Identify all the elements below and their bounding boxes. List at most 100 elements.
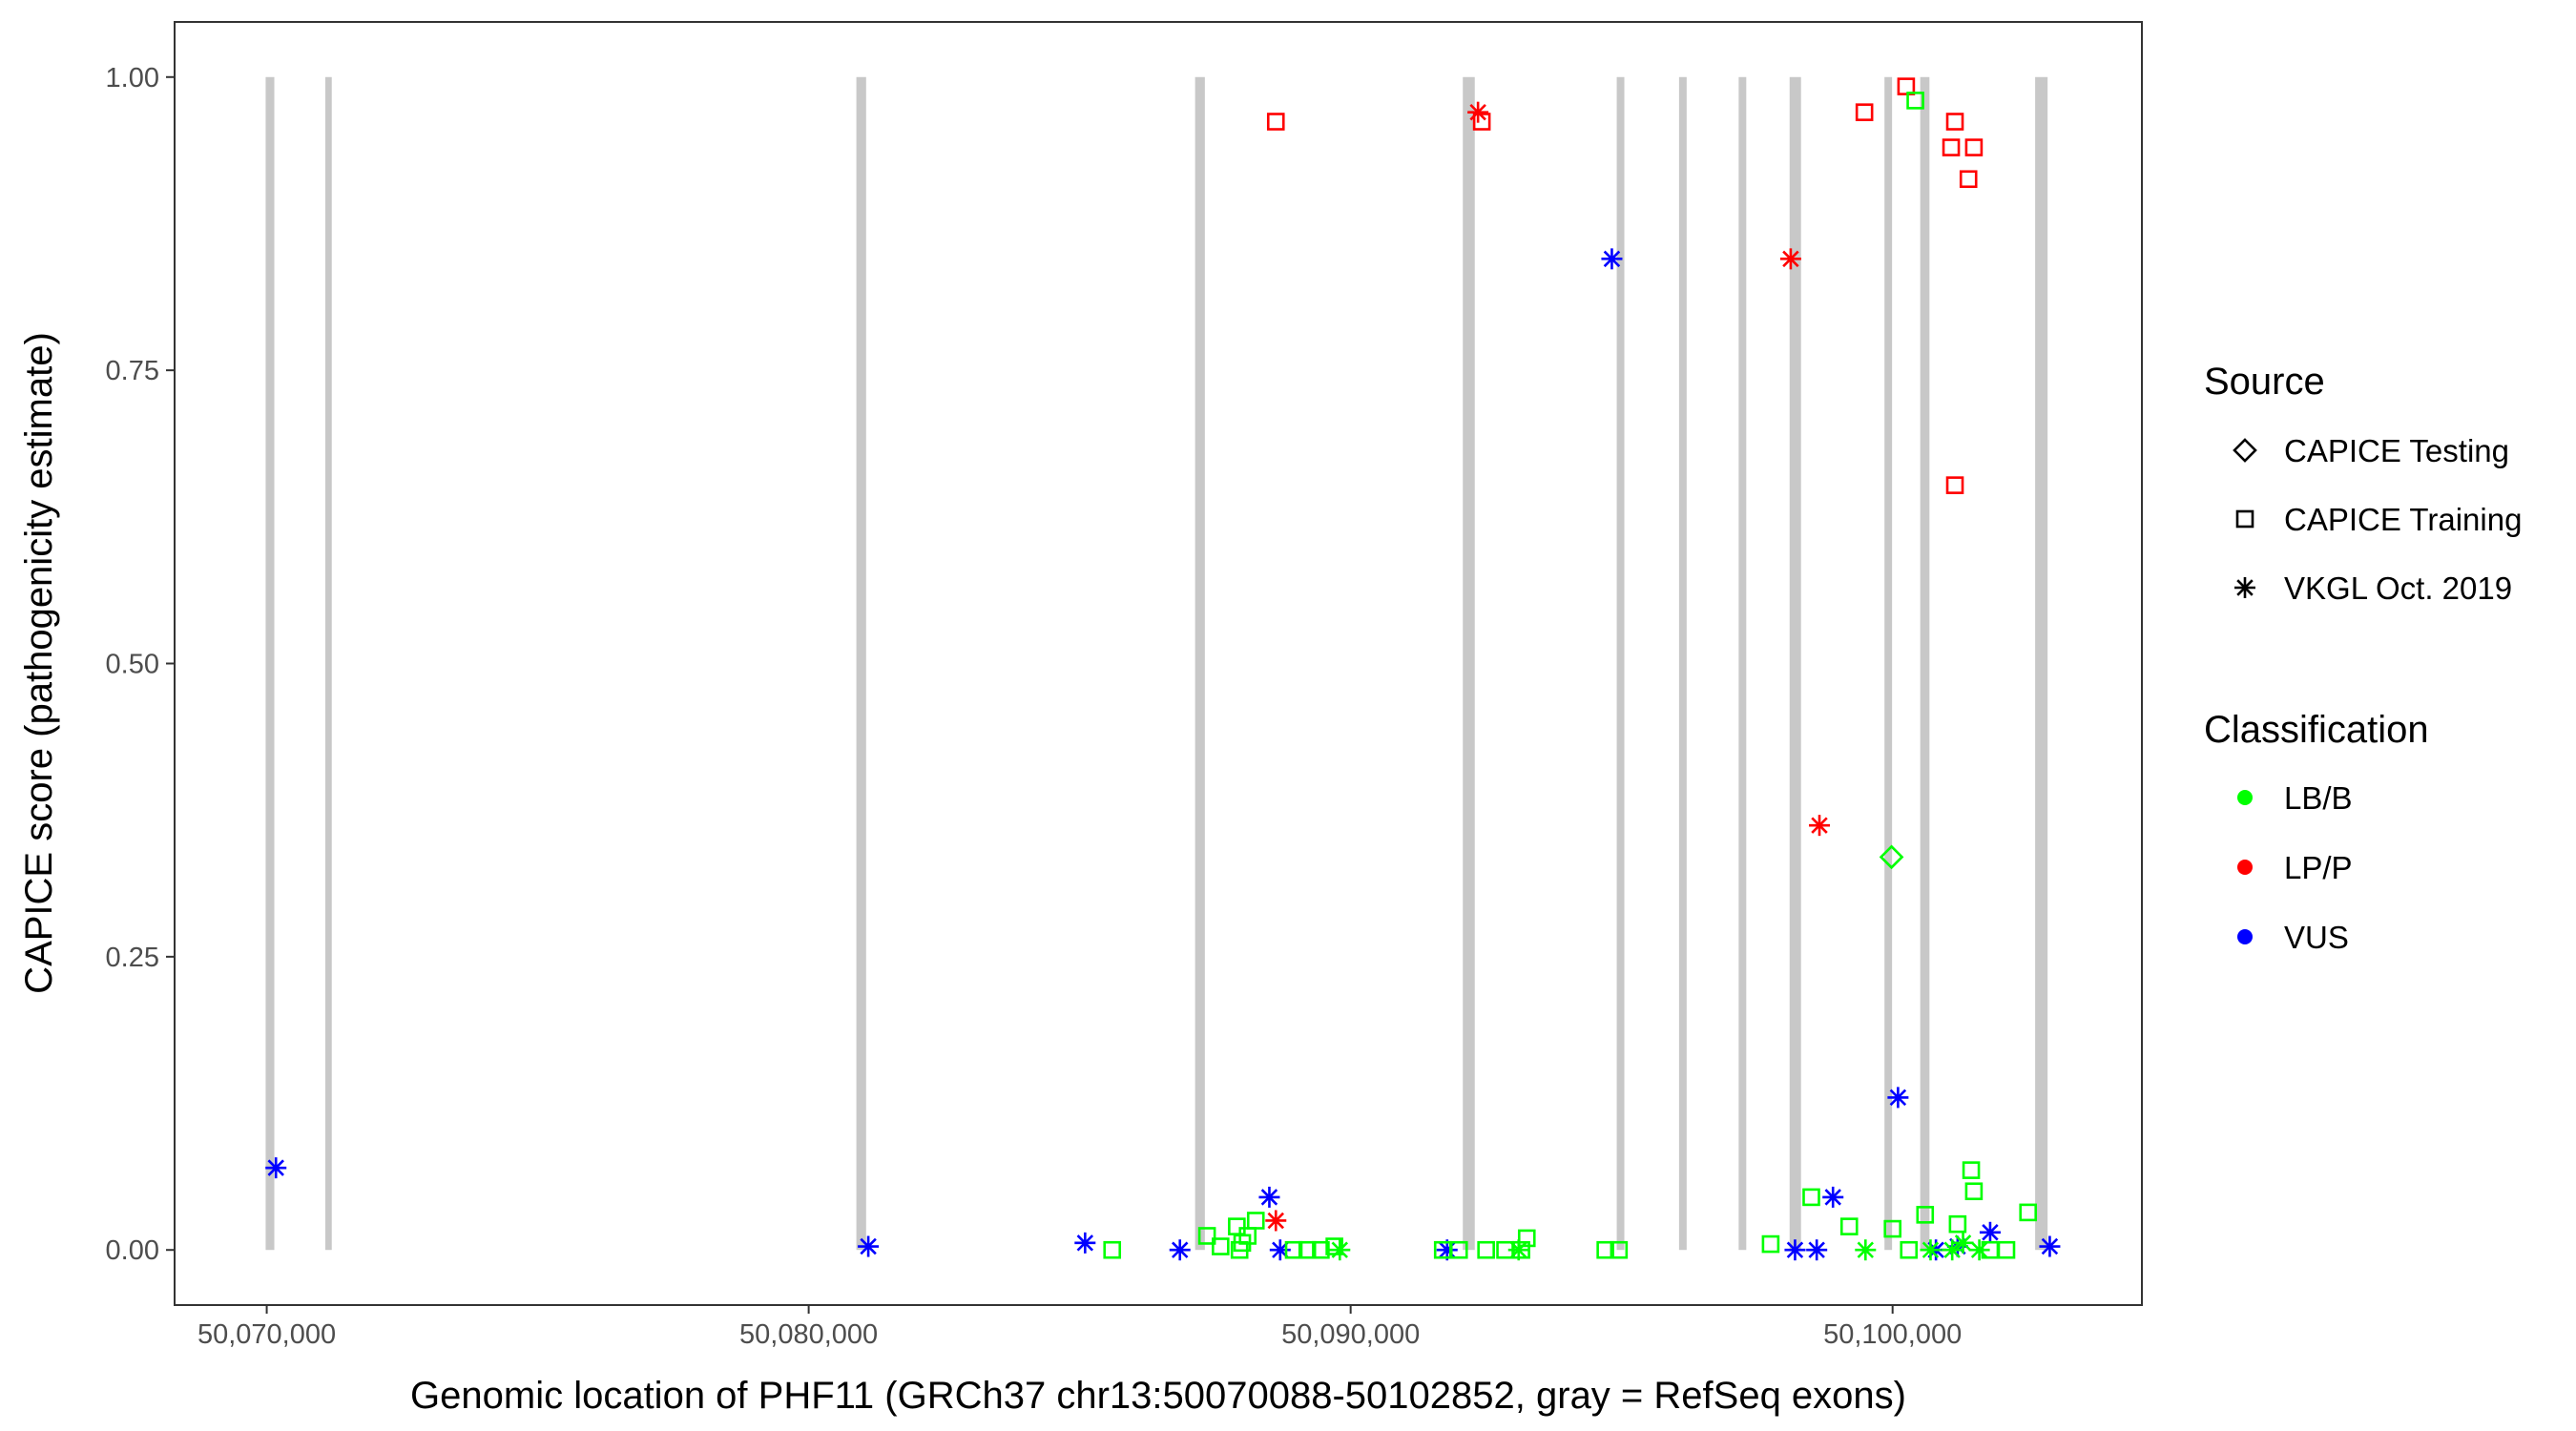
- data-point: [858, 1235, 880, 1257]
- data-point: [1169, 1239, 1191, 1261]
- data-point: [1312, 1240, 1330, 1259]
- data-point: [1906, 92, 1924, 110]
- data-point: [1284, 1240, 1303, 1259]
- legend-source-label: CAPICE Training: [2284, 502, 2522, 537]
- x-axis-title: Genomic location of PHF11 (GRCh37 chr13:…: [410, 1375, 1906, 1417]
- data-point: [1942, 1239, 1963, 1261]
- exon-band: [1789, 76, 1801, 1251]
- legend-classification-label: VUS: [2284, 920, 2349, 955]
- legend-classification-title: Classification: [2204, 709, 2429, 751]
- legend-source-key: [2233, 438, 2257, 463]
- exon-band: [1678, 76, 1687, 1251]
- legend-classification-item: LB/B: [2237, 780, 2353, 816]
- data-point: [1979, 1221, 2001, 1243]
- data-point: [1920, 1239, 1942, 1261]
- exon-band: [1616, 76, 1625, 1251]
- legend-source-key: [2234, 577, 2255, 598]
- y-tick-label: 0.75: [106, 356, 159, 386]
- data-point: [1449, 1240, 1468, 1259]
- data-point: [1997, 1240, 2016, 1259]
- point-layer: [265, 77, 2061, 1261]
- data-point: [1822, 1186, 1844, 1208]
- data-point: [1467, 101, 1489, 123]
- data-point: [1809, 815, 1831, 837]
- data-point: [1103, 1240, 1122, 1259]
- data-point: [1883, 1219, 1901, 1238]
- data-point: [1964, 138, 1984, 156]
- y-tick-label: 1.00: [106, 63, 159, 93]
- data-point: [1942, 138, 1961, 156]
- data-point: [1472, 113, 1491, 131]
- data-point: [1900, 1240, 1919, 1259]
- legend-classification-label: LB/B: [2284, 780, 2353, 816]
- data-point: [1802, 1188, 1820, 1207]
- data-point: [1298, 1240, 1317, 1259]
- exon-band: [2035, 76, 2048, 1251]
- legend-classification-key: [2237, 860, 2253, 875]
- data-point: [1246, 1212, 1265, 1230]
- legend-source-item: VKGL Oct. 2019: [2234, 570, 2512, 606]
- exon-band: [1195, 76, 1205, 1251]
- x-tick-label: 50,070,000: [197, 1319, 336, 1350]
- x-tick-label: 50,080,000: [739, 1319, 878, 1350]
- data-point: [1962, 1161, 1981, 1179]
- exon-band: [1463, 76, 1475, 1251]
- data-point: [1964, 1182, 1984, 1201]
- data-point: [1968, 1239, 1990, 1261]
- data-point: [1948, 1214, 1967, 1234]
- legend-source-key: [2235, 509, 2254, 529]
- legend-source-item: CAPICE Training: [2235, 502, 2522, 537]
- data-point: [1596, 1240, 1614, 1259]
- y-axis-title: CAPICE score (pathogenicity estimate): [18, 332, 60, 994]
- data-point: [1197, 1227, 1216, 1245]
- data-point: [1329, 1239, 1351, 1261]
- legend-source-label: VKGL Oct. 2019: [2284, 570, 2512, 606]
- data-point: [1761, 1234, 1780, 1254]
- data-point: [1265, 1210, 1287, 1232]
- data-point: [2039, 1235, 2061, 1257]
- data-point: [1266, 113, 1285, 131]
- data-point: [1855, 1239, 1877, 1261]
- data-point: [1887, 1087, 1909, 1109]
- exon-band: [1920, 76, 1930, 1251]
- data-point: [1610, 1240, 1629, 1259]
- data-point: [1839, 1217, 1859, 1235]
- legend-source-title: Source: [2204, 361, 2325, 403]
- data-point: [1212, 1237, 1230, 1255]
- x-tick-label: 50,100,000: [1823, 1319, 1962, 1350]
- data-point: [1916, 1206, 1935, 1224]
- y-tick-label: 0.50: [106, 650, 159, 680]
- legend-classification-item: LP/P: [2237, 850, 2353, 885]
- data-point: [1507, 1239, 1529, 1261]
- exon-band: [856, 76, 866, 1251]
- exon-band: [265, 76, 275, 1251]
- legend-classification-label: LP/P: [2284, 850, 2353, 885]
- data-point: [1945, 113, 1964, 131]
- y-tick-label: 0.00: [106, 1235, 159, 1266]
- y-tick-label: 0.25: [106, 943, 159, 973]
- legend-classification-key: [2237, 790, 2253, 805]
- legend-source-item: CAPICE Testing: [2233, 433, 2509, 468]
- exon-layer: [265, 76, 2048, 1251]
- data-point: [1897, 77, 1916, 95]
- exon-band: [1738, 76, 1747, 1251]
- plot-panel: [175, 22, 2142, 1305]
- data-point: [1779, 248, 1801, 270]
- data-point: [1477, 1240, 1495, 1259]
- legend-classification-item: VUS: [2237, 920, 2349, 955]
- data-point: [1258, 1186, 1280, 1208]
- data-point: [2019, 1203, 2038, 1222]
- x-axis: 50,070,000 50,080,000 50,090,000 50,100,000: [197, 1305, 1962, 1350]
- data-point: [1601, 248, 1623, 270]
- data-point: [1959, 170, 1978, 189]
- data-point: [1952, 1232, 1974, 1254]
- legend: Source CAPICE Testing CAPICE Training VKGL…: [2204, 361, 2522, 955]
- data-point: [1230, 1240, 1249, 1259]
- x-tick-label: 50,090,000: [1281, 1319, 1420, 1350]
- data-point: [1879, 844, 1904, 870]
- legend-source-label: CAPICE Testing: [2284, 433, 2509, 468]
- data-point: [1806, 1239, 1828, 1261]
- legend-classification-key: [2237, 929, 2253, 944]
- data-point: [1945, 476, 1964, 494]
